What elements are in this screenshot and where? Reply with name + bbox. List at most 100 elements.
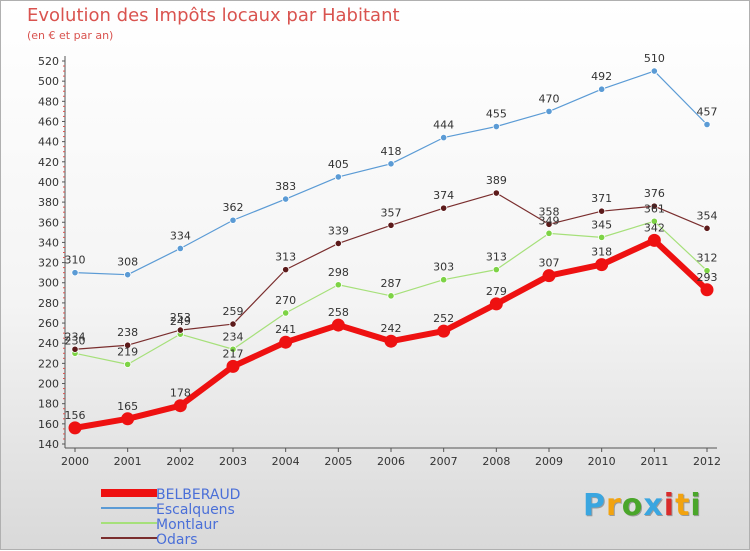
- data-label: 470: [539, 92, 560, 105]
- data-point: [598, 207, 606, 215]
- data-point: [440, 204, 448, 212]
- data-point: [226, 359, 240, 373]
- x-tick-label: 2001: [114, 455, 142, 468]
- data-point: [384, 334, 398, 348]
- x-tick-label: 2008: [482, 455, 510, 468]
- y-tick-label: 420: [38, 156, 59, 169]
- series-belberaud: [68, 233, 714, 435]
- chart-title: Evolution des Impôts locaux par Habitant: [27, 5, 400, 26]
- data-label: 307: [539, 257, 560, 270]
- data-label: 371: [591, 192, 612, 205]
- data-label: 444: [433, 119, 454, 132]
- x-tick-label: 2007: [430, 455, 458, 468]
- y-tick-label: 400: [38, 176, 59, 189]
- x-tick-label: 2002: [166, 455, 194, 468]
- data-label: 310: [65, 254, 86, 267]
- data-label: 287: [381, 277, 402, 290]
- x-tick-label: 2011: [640, 455, 668, 468]
- y-tick-label: 260: [38, 317, 59, 330]
- data-label: 312: [697, 252, 718, 265]
- y-tick-label: 200: [38, 378, 59, 391]
- logo-letter: r: [606, 488, 622, 523]
- series-escalquens: [71, 67, 711, 279]
- data-label: 342: [644, 221, 665, 234]
- logo-letter: t: [675, 488, 691, 523]
- data-label: 318: [591, 246, 612, 259]
- data-label: 238: [117, 326, 138, 339]
- data-label: 219: [117, 345, 138, 358]
- y-tick-label: 240: [38, 337, 59, 350]
- data-label: 418: [381, 145, 402, 158]
- logo-letter: x: [643, 488, 664, 523]
- data-label: 313: [275, 251, 296, 264]
- data-point: [387, 160, 395, 168]
- data-label: 376: [644, 187, 665, 200]
- data-point: [440, 134, 448, 142]
- data-label: 293: [697, 271, 718, 284]
- data-label: 259: [223, 305, 244, 318]
- data-label: 383: [275, 180, 296, 193]
- y-tick-label: 320: [38, 257, 59, 270]
- data-point: [176, 326, 184, 334]
- y-tick-label: 480: [38, 95, 59, 108]
- series-odars: [71, 189, 711, 353]
- data-label: 354: [697, 209, 718, 222]
- data-label: 357: [381, 206, 402, 219]
- data-label: 303: [433, 261, 454, 274]
- data-point: [68, 421, 82, 435]
- data-point: [387, 292, 395, 300]
- data-label: 156: [65, 409, 86, 422]
- y-tick-label: 460: [38, 115, 59, 128]
- legend-item-escalquens: Escalquens: [101, 502, 235, 518]
- x-tick-label: 2000: [61, 455, 89, 468]
- data-point: [124, 271, 132, 279]
- data-point: [700, 283, 714, 297]
- data-point: [545, 220, 553, 228]
- y-tick-label: 280: [38, 297, 59, 310]
- data-label: 308: [117, 256, 138, 269]
- data-point: [71, 269, 79, 277]
- data-label: 279: [486, 285, 507, 298]
- data-label: 165: [117, 400, 138, 413]
- data-point: [492, 266, 500, 274]
- data-point: [598, 85, 606, 93]
- x-tick-label: 2006: [377, 455, 405, 468]
- y-tick-label: 340: [38, 236, 59, 249]
- x-tick-label: 2003: [219, 455, 247, 468]
- x-tick-label: 2012: [693, 455, 721, 468]
- legend-item-montlaur: Montlaur: [101, 517, 218, 533]
- data-label: 230: [65, 334, 86, 347]
- data-label: 298: [328, 266, 349, 279]
- data-label: 313: [486, 251, 507, 264]
- data-label: 241: [275, 323, 296, 336]
- data-label: 258: [328, 306, 349, 319]
- data-point: [334, 239, 342, 248]
- proxiti-logo: Proxiti: [583, 488, 702, 523]
- legend-item-odars: Odars: [101, 532, 198, 548]
- data-point: [124, 360, 132, 368]
- chart-subtitle: (en € et par an): [27, 29, 114, 42]
- data-label: 252: [433, 312, 454, 325]
- legend-label: BELBERAUD: [156, 487, 240, 503]
- data-point: [387, 221, 395, 229]
- series-layer: [68, 67, 714, 435]
- x-tick-label: 2005: [324, 455, 352, 468]
- data-label: 178: [170, 387, 191, 400]
- data-point: [334, 173, 342, 181]
- data-label: 405: [328, 158, 349, 171]
- data-point: [492, 122, 500, 131]
- y-tick-label: 380: [38, 196, 59, 209]
- data-point: [437, 324, 451, 338]
- x-tick-label: 2009: [535, 455, 563, 468]
- data-point: [334, 281, 342, 289]
- y-tick-label: 220: [38, 357, 59, 370]
- data-point: [703, 224, 711, 232]
- data-label: 374: [433, 189, 454, 202]
- logo-letter: i: [690, 488, 702, 523]
- series-line: [74, 70, 708, 276]
- data-point: [176, 244, 184, 253]
- data-point: [545, 107, 553, 115]
- data-label: 345: [591, 218, 612, 231]
